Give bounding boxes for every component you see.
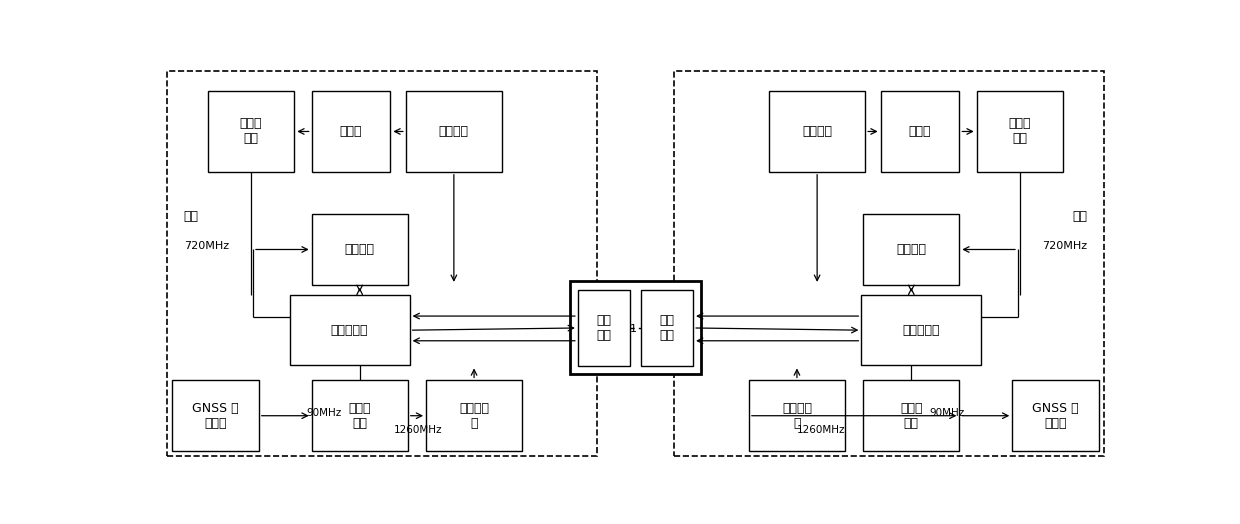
Text: 同步收发器: 同步收发器: [903, 324, 940, 337]
Text: 720MHz: 720MHz: [184, 242, 229, 252]
FancyBboxPatch shape: [311, 214, 408, 285]
Text: 辅星: 辅星: [1073, 210, 1087, 223]
FancyBboxPatch shape: [1012, 380, 1099, 451]
FancyBboxPatch shape: [570, 281, 701, 374]
Text: GNSS 驯
服模块: GNSS 驯 服模块: [192, 402, 239, 430]
Text: 主星: 主星: [184, 210, 198, 223]
FancyBboxPatch shape: [769, 91, 866, 172]
Text: 数据形
成器: 数据形 成器: [239, 117, 263, 146]
Text: 90MHz: 90MHz: [929, 408, 965, 418]
Text: 接收机: 接收机: [909, 125, 931, 138]
Text: 接收机: 接收机: [340, 125, 362, 138]
FancyBboxPatch shape: [172, 380, 259, 451]
FancyBboxPatch shape: [749, 380, 844, 451]
FancyBboxPatch shape: [863, 214, 960, 285]
Text: 同步
天线: 同步 天线: [596, 314, 611, 342]
Text: 同步
天线: 同步 天线: [660, 314, 675, 342]
Text: 内定标器: 内定标器: [345, 243, 374, 256]
FancyBboxPatch shape: [311, 91, 391, 172]
FancyBboxPatch shape: [208, 91, 294, 172]
FancyBboxPatch shape: [290, 295, 409, 366]
Text: 1260MHz: 1260MHz: [797, 425, 846, 435]
Text: 基准频
率源: 基准频 率源: [348, 402, 371, 430]
FancyBboxPatch shape: [311, 380, 408, 451]
Text: 调频信号
源: 调频信号 源: [459, 402, 489, 430]
Text: 数据形
成器: 数据形 成器: [1008, 117, 1032, 146]
Text: 基准频
率源: 基准频 率源: [900, 402, 923, 430]
FancyBboxPatch shape: [863, 380, 960, 451]
Text: 1: 1: [630, 324, 636, 334]
FancyBboxPatch shape: [862, 295, 982, 366]
FancyBboxPatch shape: [405, 91, 502, 172]
FancyBboxPatch shape: [880, 91, 960, 172]
FancyBboxPatch shape: [641, 290, 693, 366]
Text: 90MHz: 90MHz: [306, 408, 342, 418]
Text: 调频信号
源: 调频信号 源: [782, 402, 812, 430]
Text: 微波组合: 微波组合: [439, 125, 469, 138]
FancyBboxPatch shape: [578, 290, 630, 366]
Text: 内定标器: 内定标器: [897, 243, 926, 256]
Text: GNSS 驯
服模块: GNSS 驯 服模块: [1032, 402, 1079, 430]
Text: 1260MHz: 1260MHz: [393, 425, 441, 435]
FancyBboxPatch shape: [977, 91, 1063, 172]
Text: 同步收发器: 同步收发器: [331, 324, 368, 337]
Text: 微波组合: 微波组合: [802, 125, 832, 138]
Text: 720MHz: 720MHz: [1042, 242, 1087, 252]
FancyBboxPatch shape: [427, 380, 522, 451]
